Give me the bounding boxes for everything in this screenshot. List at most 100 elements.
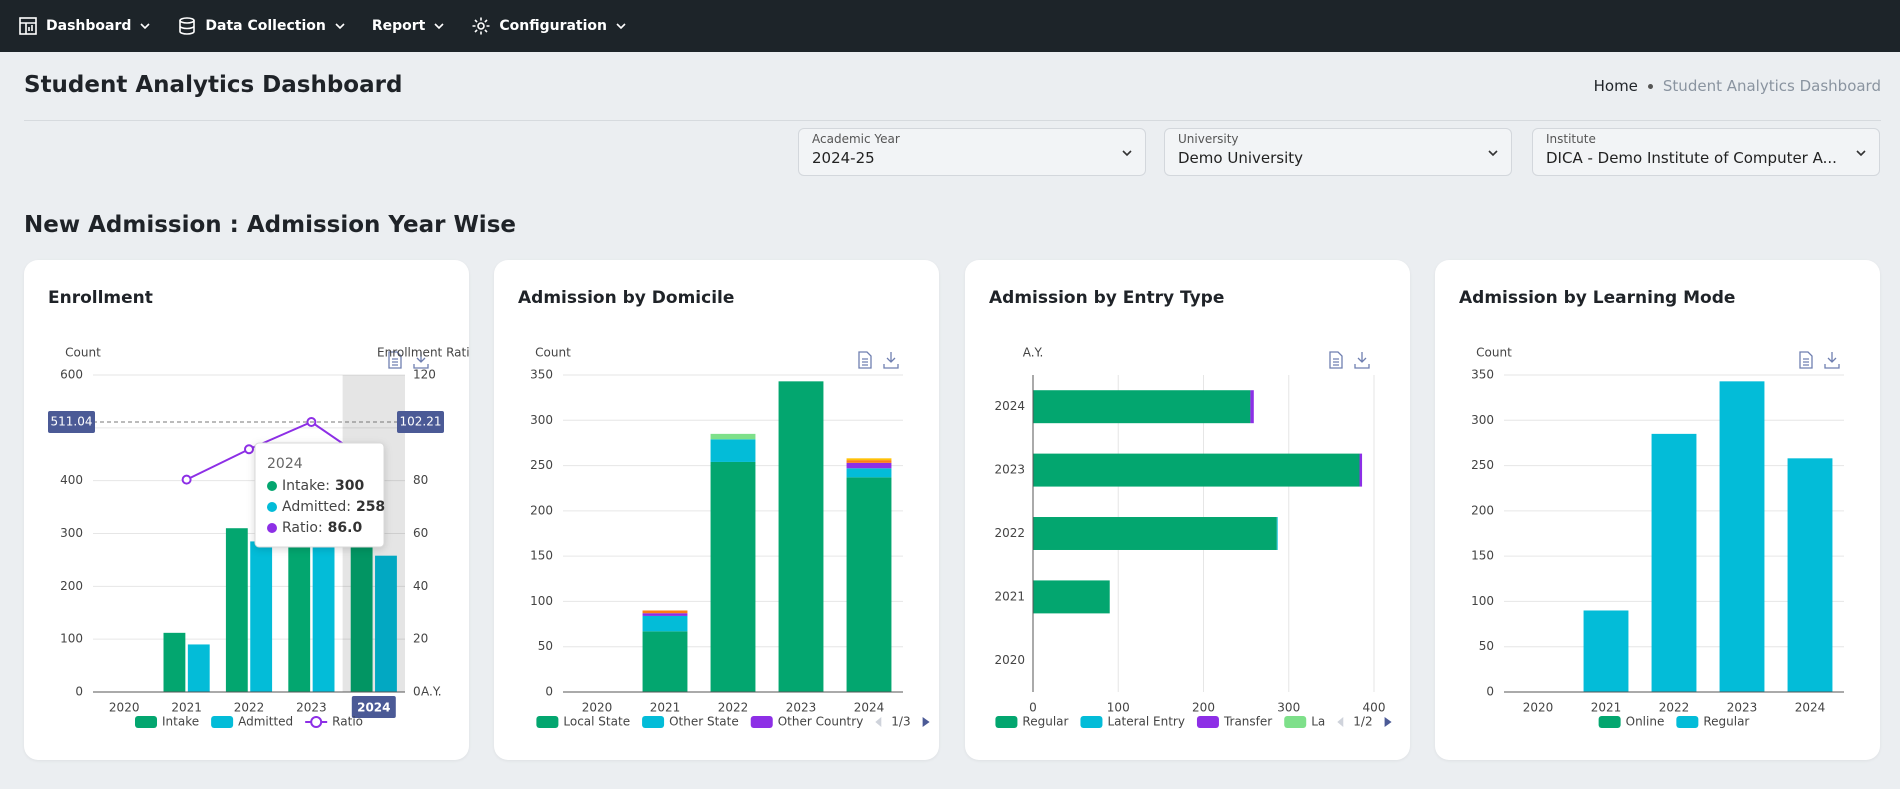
legend-prev[interactable]	[1337, 717, 1344, 727]
chart: Admission by Domicile 0 50 100 150 200 250 300 3…	[518, 288, 930, 729]
y2-tick-label: 60	[413, 526, 428, 540]
chart-card: Admission by Learning Mode 0 50 100 150 200 25…	[1435, 260, 1880, 760]
legend-label[interactable]: Ratio	[332, 715, 363, 729]
gear-icon	[472, 17, 490, 35]
legend-prev[interactable]	[875, 717, 882, 727]
bar	[1250, 390, 1254, 424]
chart-card: Admission by Domicile 0 50 100 150 200 250 300 3…	[494, 260, 939, 760]
bar	[1276, 517, 1278, 550]
legend-label[interactable]: La	[1311, 715, 1325, 729]
nav-label: Configuration	[499, 18, 608, 34]
x-tick-label: 2024	[854, 701, 885, 715]
nav-item[interactable]: Dashboard	[18, 16, 151, 36]
y-tick-label: 50	[1479, 639, 1494, 653]
export-csv-button[interactable]	[1799, 351, 1813, 369]
filter-select[interactable]: Institute DICA - Demo Institute of Compu…	[1532, 128, 1880, 176]
nav-item[interactable]: Configuration	[471, 16, 627, 36]
y-tick-label: 200	[530, 503, 553, 517]
bar	[710, 461, 756, 692]
legend-next[interactable]	[922, 717, 930, 727]
legend-swatch	[1598, 716, 1621, 728]
bar	[642, 631, 688, 692]
legend-label[interactable]: Online	[1626, 715, 1665, 729]
x-axis-label: A.Y.	[421, 685, 442, 699]
download-button[interactable]	[413, 352, 429, 369]
y2-tick-label: 20	[413, 632, 428, 646]
divider	[24, 120, 1881, 121]
legend-label[interactable]: Intake	[162, 715, 199, 729]
tooltip-name: Ratio:	[282, 520, 323, 536]
y-axis-label: A.Y.	[1023, 346, 1044, 360]
legend-swatch	[642, 716, 665, 728]
legend-label[interactable]: Transfer	[1223, 715, 1272, 729]
download-button[interactable]	[883, 352, 899, 369]
y-tick-label: 150	[530, 549, 553, 563]
legend-label[interactable]: Regular	[1703, 715, 1749, 729]
y-tick-label: 100	[60, 632, 83, 646]
tooltip-value: 86.0	[328, 520, 363, 536]
y-tick-label: 2020	[994, 653, 1025, 667]
x-tick-label: 2021	[650, 701, 681, 715]
filter-select[interactable]: University Demo University	[1164, 128, 1512, 176]
download-button[interactable]	[1354, 352, 1370, 369]
chevron	[1488, 150, 1498, 157]
download-icon	[1354, 352, 1370, 369]
line-marker	[181, 474, 192, 485]
bar	[288, 514, 311, 692]
bar	[1033, 580, 1110, 614]
y-tick-label: 250	[530, 458, 553, 472]
legend-label[interactable]: Local State	[563, 715, 630, 729]
nav-label: Data Collection	[205, 18, 326, 34]
bar	[1583, 610, 1629, 692]
breadcrumb-link[interactable]: Home	[1593, 77, 1638, 95]
x-tick-label: 100	[1107, 701, 1130, 715]
filter-label: Academic Year	[812, 132, 900, 146]
filter-select[interactable]: Academic Year 2024-25	[798, 128, 1146, 176]
chart-title: Enrollment	[48, 288, 153, 308]
legend-swatch	[1196, 716, 1219, 728]
download-icon	[883, 352, 899, 369]
breadcrumb-separator	[1647, 83, 1653, 89]
y-tick-label: 350	[530, 368, 553, 382]
y-tick-label: 400	[60, 473, 83, 487]
tooltip-box	[254, 442, 385, 548]
y-axis-label: Count	[535, 346, 571, 360]
nav-bar: Dashboard Data Collection Report Configu…	[0, 0, 1900, 52]
y-tick-label: 350	[1471, 368, 1494, 382]
chevron	[335, 23, 345, 30]
y-tick-label: 300	[530, 413, 553, 427]
legend-label[interactable]: Other State	[669, 715, 739, 729]
nav-item[interactable]: Report	[372, 18, 446, 34]
bar	[1033, 453, 1360, 487]
bar	[350, 533, 373, 692]
bar	[187, 644, 210, 692]
chart-title: Admission by Entry Type	[989, 288, 1224, 308]
download-button[interactable]	[1824, 352, 1840, 369]
y2-axis-label: Enrollment Ratio(	[377, 346, 469, 360]
legend-label[interactable]: Lateral Entry	[1107, 715, 1185, 729]
y-tick-label: 150	[1471, 549, 1494, 563]
section-title: New Admission : Admission Year Wise	[24, 212, 516, 238]
x-tick-label: 2022	[718, 701, 749, 715]
legend-label[interactable]: Other Country	[778, 715, 864, 729]
legend-marker	[310, 716, 323, 728]
x-tick-label: 2023	[1727, 701, 1758, 715]
export-csv-button[interactable]	[388, 351, 402, 369]
export-csv-button[interactable]	[1329, 351, 1343, 369]
line-marker	[244, 444, 254, 455]
doc-icon	[388, 351, 402, 369]
crosshair-label: 511.04	[51, 415, 93, 429]
nav-item[interactable]: Data Collection	[177, 16, 345, 36]
legend: Intake Admitted Ratio	[135, 715, 363, 729]
filter-value: DICA - Demo Institute of Computer A...	[1546, 149, 1837, 167]
legend-next[interactable]	[1384, 717, 1392, 727]
legend-swatch	[1676, 716, 1699, 728]
legend-swatch	[135, 716, 158, 728]
y-tick-label: 200	[60, 579, 83, 593]
export-csv-button[interactable]	[858, 351, 872, 369]
legend-label[interactable]: Regular	[1022, 715, 1068, 729]
legend-label[interactable]: Admitted	[238, 715, 293, 729]
bar	[163, 632, 186, 692]
legend-swatch	[1284, 716, 1307, 728]
